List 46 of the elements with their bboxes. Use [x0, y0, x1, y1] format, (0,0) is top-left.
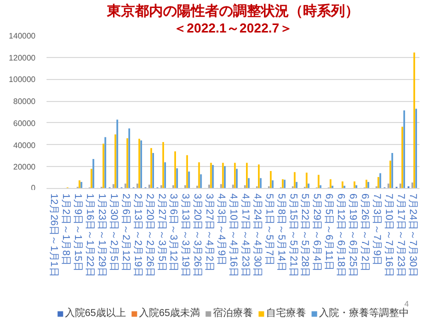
- y-tick-label: 100000: [8, 75, 36, 84]
- x-tick-label: 4月17日～4月23日: [239, 194, 250, 277]
- y-tick-label: 20000: [13, 162, 36, 172]
- x-tick-label: 2月13日～2月19日: [132, 194, 143, 277]
- y-tick-label: 120000: [8, 53, 36, 62]
- x-tick-label: 12月26日～1月1日: [48, 194, 60, 277]
- x-tick-label: 2月6日～2月12日: [120, 194, 131, 272]
- y-tick-label: 140000: [8, 32, 36, 40]
- x-tick-label: 1月16日～1月22日: [84, 194, 96, 277]
- y-tick-label: 80000: [13, 97, 36, 106]
- x-tick-label: 6月19日～6月25日: [347, 194, 358, 277]
- x-tick-label: 7月10日～7月16日: [382, 194, 394, 277]
- chart-title: 東京都内の陽性者の調整状況（時系列）: [106, 2, 359, 18]
- x-tick-label: 3月20日～3月26日: [192, 194, 203, 277]
- x-tick-label: 3月13日～3月19日: [180, 194, 191, 277]
- x-tick-label: 2月20日～2月26日: [144, 194, 155, 277]
- x-tick-label: 7月3日～7月9日: [370, 194, 382, 266]
- legend-label: 入院65歳以上: [64, 306, 126, 320]
- x-tick-label: 5月22日～5月28日: [299, 194, 310, 277]
- x-tick-label: 2月27日～3月5日: [156, 194, 167, 272]
- x-tick-label: 5月8日～5月14日: [275, 194, 286, 272]
- x-tick-label: 1月2日～1月8日: [60, 194, 72, 266]
- x-tick-label: 3月6日～3月12日: [168, 194, 179, 272]
- y-tick-label: 60000: [13, 118, 36, 128]
- x-tick-label: 7月24日～7月30日: [406, 194, 418, 277]
- legend-label: 入院65歳未満: [139, 306, 200, 320]
- x-tick-label: 4月24日～4月30日: [251, 194, 262, 277]
- x-tick-label: 6月26日～7月2日: [359, 194, 370, 272]
- x-tick-label: 7月17日～7月23日: [394, 194, 406, 277]
- x-tick-label: 6月12日～6月18日: [335, 194, 346, 277]
- x-tick-label: 5月29日～6月4日: [311, 194, 322, 272]
- legend-label: 入院・療養等調整中: [319, 306, 410, 320]
- x-tick-label: 1月23日～1月29日: [96, 194, 107, 277]
- x-tick-label: 3月27日～4月2日: [204, 194, 215, 272]
- y-tick-label: 40000: [13, 140, 36, 150]
- x-tick-label: 6月5日～6月11日: [323, 194, 334, 271]
- text: 4: [404, 300, 410, 308]
- x-tick-label: 5月15日～5月21日: [287, 194, 298, 277]
- chart-subtitle: ＜2022.1～2022.7＞: [174, 20, 292, 36]
- legend-label: 自宅療養: [266, 306, 306, 320]
- x-tick-label: 1月30日～2月5日: [108, 194, 119, 272]
- x-tick-label: 1月9日～1月15日: [72, 194, 84, 272]
- x-tick-label: 4月10日～4月16日: [228, 194, 238, 277]
- legend-label: 宿泊療養: [213, 306, 254, 320]
- x-tick-label: 5月1日～5月7日: [263, 194, 274, 266]
- x-tick-label: 4月3日～4月9日: [216, 194, 227, 266]
